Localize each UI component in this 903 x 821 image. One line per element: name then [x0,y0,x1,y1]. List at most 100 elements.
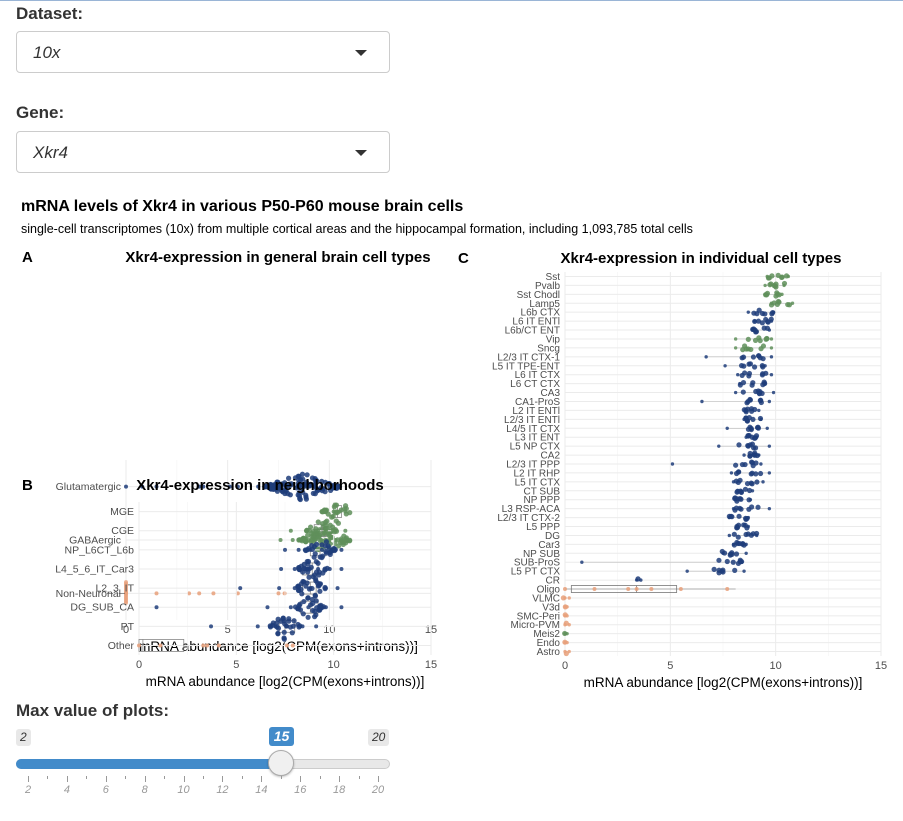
swarm-point [733,462,739,468]
category-label: Astro [537,647,561,658]
swarm-point [741,363,747,369]
dataset-select[interactable]: 10x [16,31,390,73]
slider-tick-label: 8 [141,784,148,796]
swarm-point [730,559,736,565]
swarm-point [746,373,752,379]
swarm-point [753,530,760,537]
data-point [205,643,210,648]
swarm-point [331,504,337,510]
swarm-point [264,483,270,490]
data-point [216,643,221,648]
category-label: L2/3 IT PPP [506,460,560,471]
swarm-point [330,513,336,519]
swarm-point [741,542,747,548]
data-point [670,462,675,466]
data-point [717,444,721,448]
data-point [238,586,243,591]
data-point [201,643,206,648]
x-axis-label: mRNA abundance [log2(CPM(exons+introns))… [139,639,418,654]
slider-tick [378,776,379,782]
swarm-point [760,356,766,362]
data-point [767,444,772,448]
swarm-point [743,346,749,352]
swarm-point [757,338,763,344]
swarm-point [759,320,765,326]
swarm-point [745,433,751,439]
swarm-point [274,624,280,630]
swarm-point [319,509,326,515]
category-label: L2/3 IT CTX-1 [497,352,560,363]
swarm-point [752,406,758,413]
swarm-point [311,543,317,550]
figure-subtitle: single-cell transcriptomes (10x) from mu… [21,222,693,236]
swarm-point [300,482,306,488]
swarm-point [305,569,311,575]
slider-tick-label: 14 [255,784,268,796]
swarm-point [755,504,761,510]
swarm-point [758,346,764,352]
slider-bar [16,759,281,769]
swarm-point [310,528,317,535]
swarm-point [749,459,755,465]
panel-letter: C [458,250,469,267]
slider-tick-label: 4 [63,784,70,796]
swarm-point [323,548,329,555]
data-point [563,587,567,592]
swarm-point [748,480,754,486]
slider-tick [47,776,49,779]
x-tick-label: 0 [136,659,142,671]
x-tick-label: 5 [667,660,673,672]
swarm-point [303,547,309,554]
category-label: Sncg [537,343,560,354]
data-point [335,586,340,591]
swarm-point [743,531,749,538]
swarm-point [757,389,763,395]
category-label: Sst Chodl [517,290,560,301]
swarm-point [746,497,752,503]
category-label: L3 RSP-ACA [502,504,561,515]
swarm-point [281,629,287,635]
category-label: NP_L6CT_L6b [65,544,135,556]
data-point [211,591,216,596]
swarm-point [768,316,774,322]
swarm-point [744,525,750,531]
slider-handle[interactable] [267,750,294,776]
data-point [290,538,295,542]
swarm-point [325,481,332,487]
gene-label: Gene: [16,103,65,122]
category-label: Pvalb [535,281,560,292]
data-point [282,591,287,596]
data-point [580,560,584,564]
data-point [733,390,738,395]
data-point [339,566,344,571]
data-point [255,624,260,629]
data-point [265,605,270,610]
data-point [769,337,774,341]
swarm-point [282,481,288,488]
swarm-point [768,281,774,287]
data-point [124,484,128,489]
swarm-point [306,574,312,580]
swarm-point [785,301,791,308]
swarm-point [562,612,568,618]
category-label: L6 CT CTX [510,379,560,390]
swarm-point [288,482,294,488]
swarm-point [312,551,318,557]
gene-select[interactable]: Xkr4 [16,131,390,173]
swarm-point [775,272,781,278]
data-point [256,484,261,489]
swarm-point [739,372,745,379]
swarm-point [764,325,771,331]
category-label: CA1-ProS [515,397,560,408]
swarm-point [763,336,769,342]
swarm-point [316,569,322,575]
chevron-down-icon [355,50,367,56]
category-label: Sst [546,272,561,283]
swarm-point [322,584,328,591]
slider-tick [280,776,282,779]
x-tick-label: 0 [562,660,568,672]
swarm-point [302,536,308,542]
panel-title: Xkr4-expression in neighborhoods [136,477,384,494]
category-label: L2/3 IT ENTl [504,415,560,426]
slider-tick [319,776,321,779]
